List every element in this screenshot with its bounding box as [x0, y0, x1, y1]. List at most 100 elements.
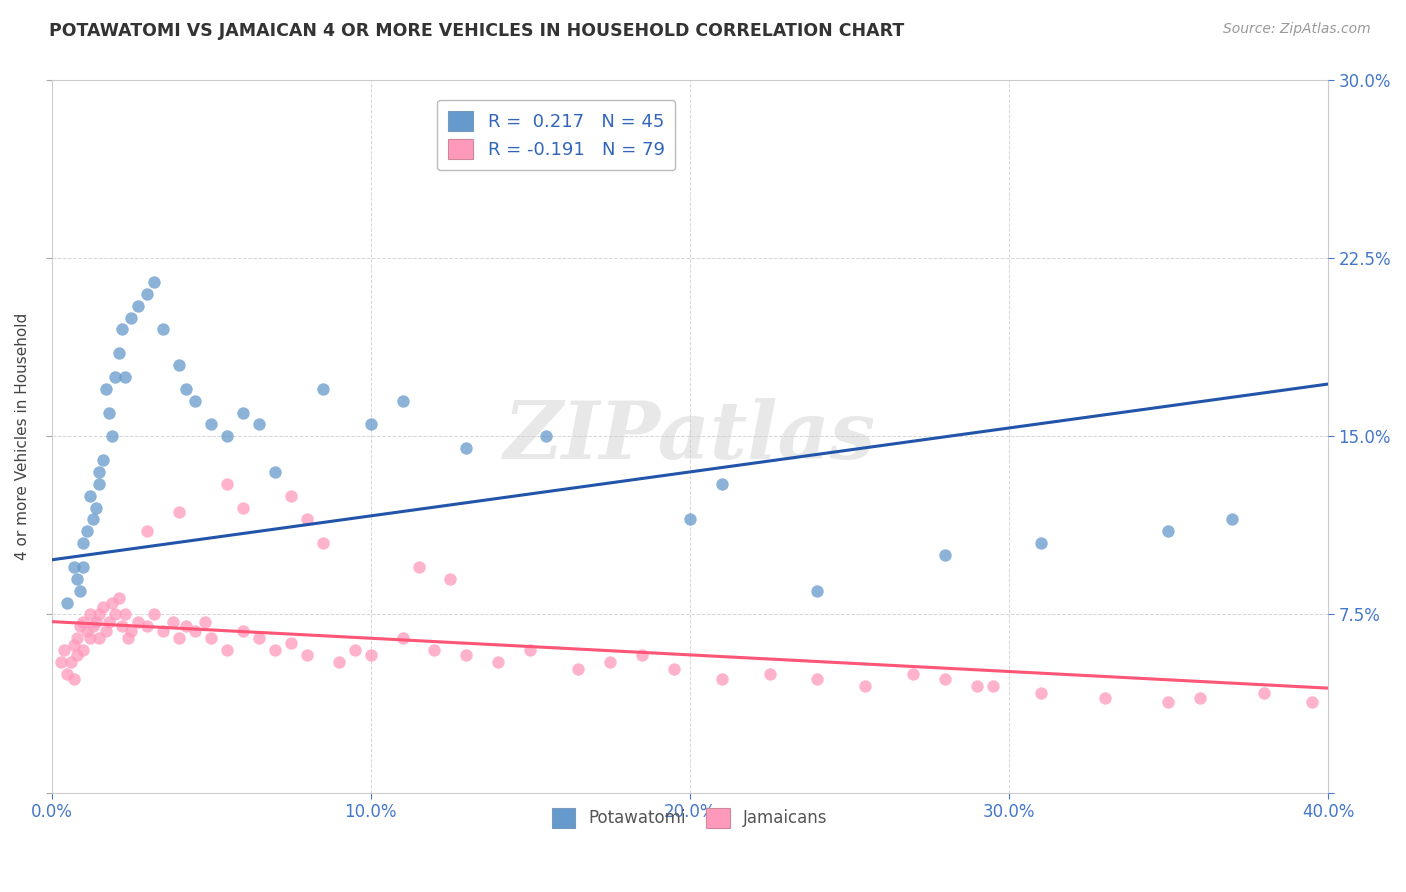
- Point: [312, 382, 335, 396]
- Point: [567, 662, 589, 676]
- Point: [127, 615, 149, 629]
- Point: [94, 624, 117, 639]
- Point: [59, 655, 82, 669]
- Point: [215, 476, 238, 491]
- Point: [1157, 695, 1180, 709]
- Point: [312, 536, 335, 550]
- Point: [66, 648, 89, 662]
- Point: [120, 310, 142, 325]
- Point: [79, 489, 101, 503]
- Point: [91, 453, 114, 467]
- Point: [76, 624, 98, 639]
- Point: [104, 607, 127, 622]
- Point: [111, 619, 134, 633]
- Point: [486, 655, 509, 669]
- Text: POTAWATOMI VS JAMAICAN 4 OR MORE VEHICLES IN HOUSEHOLD CORRELATION CHART: POTAWATOMI VS JAMAICAN 4 OR MORE VEHICLE…: [49, 22, 904, 40]
- Point: [152, 624, 174, 639]
- Point: [439, 572, 461, 586]
- Point: [79, 632, 101, 646]
- Point: [215, 643, 238, 657]
- Point: [76, 524, 98, 539]
- Point: [343, 643, 366, 657]
- Point: [232, 500, 254, 515]
- Point: [184, 624, 207, 639]
- Point: [758, 666, 780, 681]
- Point: [72, 536, 94, 550]
- Point: [679, 512, 702, 526]
- Point: [152, 322, 174, 336]
- Point: [136, 619, 159, 633]
- Point: [89, 465, 111, 479]
- Point: [104, 370, 127, 384]
- Point: [89, 632, 111, 646]
- Point: [167, 632, 190, 646]
- Point: [101, 429, 124, 443]
- Point: [174, 382, 197, 396]
- Point: [114, 370, 136, 384]
- Point: [710, 672, 733, 686]
- Point: [72, 643, 94, 657]
- Point: [264, 643, 287, 657]
- Point: [280, 636, 302, 650]
- Point: [184, 393, 207, 408]
- Point: [167, 505, 190, 519]
- Point: [69, 619, 91, 633]
- Point: [49, 655, 72, 669]
- Point: [232, 406, 254, 420]
- Point: [264, 465, 287, 479]
- Point: [63, 672, 86, 686]
- Point: [280, 489, 302, 503]
- Point: [1029, 536, 1052, 550]
- Point: [456, 441, 478, 455]
- Point: [101, 596, 124, 610]
- Point: [247, 417, 270, 432]
- Point: [360, 417, 382, 432]
- Point: [79, 607, 101, 622]
- Point: [200, 632, 222, 646]
- Point: [66, 632, 89, 646]
- Point: [247, 632, 270, 646]
- Point: [534, 429, 557, 443]
- Point: [142, 275, 165, 289]
- Point: [72, 560, 94, 574]
- Point: [114, 607, 136, 622]
- Text: ZIPatlas: ZIPatlas: [503, 398, 876, 475]
- Y-axis label: 4 or more Vehicles in Household: 4 or more Vehicles in Household: [15, 313, 30, 560]
- Point: [232, 624, 254, 639]
- Point: [127, 299, 149, 313]
- Point: [136, 524, 159, 539]
- Point: [391, 393, 413, 408]
- Point: [1220, 512, 1243, 526]
- Point: [91, 600, 114, 615]
- Point: [89, 607, 111, 622]
- Point: [295, 512, 318, 526]
- Point: [162, 615, 184, 629]
- Point: [107, 591, 129, 605]
- Point: [69, 583, 91, 598]
- Point: [84, 500, 107, 515]
- Point: [82, 619, 104, 633]
- Point: [295, 648, 318, 662]
- Point: [853, 679, 876, 693]
- Point: [423, 643, 446, 657]
- Point: [1253, 686, 1275, 700]
- Point: [53, 643, 76, 657]
- Point: [63, 639, 86, 653]
- Point: [1157, 524, 1180, 539]
- Point: [84, 615, 107, 629]
- Point: [806, 672, 828, 686]
- Point: [142, 607, 165, 622]
- Point: [408, 560, 430, 574]
- Point: [519, 643, 541, 657]
- Point: [215, 429, 238, 443]
- Point: [94, 382, 117, 396]
- Point: [934, 548, 956, 562]
- Point: [966, 679, 988, 693]
- Point: [631, 648, 654, 662]
- Point: [167, 358, 190, 372]
- Point: [360, 648, 382, 662]
- Point: [117, 632, 139, 646]
- Point: [328, 655, 350, 669]
- Legend: Potawatomi, Jamaicans: Potawatomi, Jamaicans: [546, 802, 834, 834]
- Point: [136, 286, 159, 301]
